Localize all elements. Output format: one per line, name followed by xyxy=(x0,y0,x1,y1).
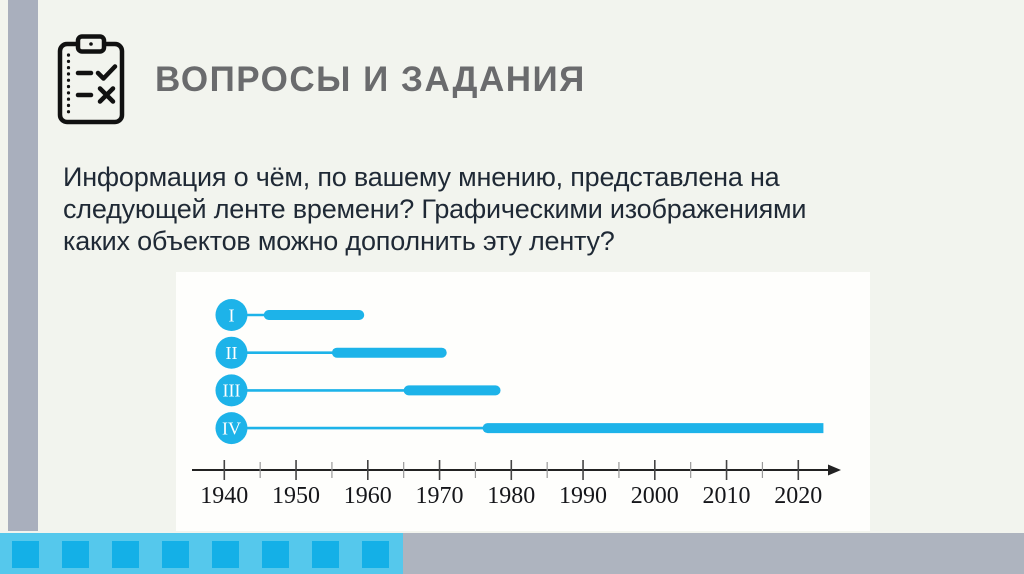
timeline-row-III: III xyxy=(215,374,501,407)
axis-tick-label: 1970 xyxy=(416,483,464,509)
question-line: Информация о чём, по вашему мнению, пред… xyxy=(63,162,780,192)
decor-square xyxy=(62,541,89,568)
decor-square xyxy=(262,541,289,568)
slide-title: ВОПРОСЫ И ЗАДАНИЯ xyxy=(155,60,586,99)
row-marker-label: II xyxy=(225,343,237,363)
row-marker-circle xyxy=(215,336,248,369)
timeline-row-I: I xyxy=(215,299,365,331)
row-marker-label: I xyxy=(228,305,234,325)
row-marker-circle xyxy=(215,412,248,445)
timeline-bar xyxy=(263,310,365,320)
row-marker-circle xyxy=(215,374,248,407)
row-marker-label: III xyxy=(222,381,240,401)
decor-square xyxy=(112,541,139,568)
timeline-row-II: II xyxy=(215,336,447,369)
axis-arrow xyxy=(828,464,841,476)
decor-square xyxy=(212,541,239,568)
decor-square xyxy=(162,541,189,568)
bottom-squares-strip xyxy=(0,533,403,574)
left-accent-strip xyxy=(8,0,38,531)
check-icon xyxy=(95,64,118,81)
axis-tick-label: 1990 xyxy=(559,483,607,509)
axis-tick-label: 1960 xyxy=(344,483,392,509)
axis-tick-label: 1940 xyxy=(200,483,248,509)
question-line: следующей ленте времени? Графическими из… xyxy=(63,194,807,224)
axis-tick-label: 2020 xyxy=(774,483,822,509)
timeline-panel: I II III IV 1940 1950 1960 1970 1980 1990 2000 2010… xyxy=(176,272,870,531)
question-text: Информация о чём, по вашему мнению, пред… xyxy=(63,161,806,257)
timeline-axis: 1940 1950 1960 1970 1980 1990 2000 2010 2020 xyxy=(192,460,841,509)
clipboard-clip-dot xyxy=(89,42,93,46)
timeline-bar xyxy=(403,385,501,396)
timeline-bar xyxy=(331,347,447,358)
cross-icon xyxy=(97,86,116,104)
timeline-row-IV: IV xyxy=(215,412,824,445)
question-line: каких объектов можно дополнить эту ленту… xyxy=(63,226,615,256)
timeline-bar xyxy=(482,423,824,434)
axis-tick-label: 1950 xyxy=(272,483,320,509)
axis-tick-label: 1980 xyxy=(487,483,535,509)
axis-tick-label: 2010 xyxy=(703,483,751,509)
decor-square xyxy=(312,541,339,568)
clipboard-tasks-icon xyxy=(55,33,127,127)
row-marker-circle xyxy=(215,299,248,331)
slide-header: ВОПРОСЫ И ЗАДАНИЯ xyxy=(55,33,586,127)
decor-square xyxy=(362,541,389,568)
axis-tick-label: 2000 xyxy=(631,483,679,509)
bottom-bar xyxy=(0,533,1024,574)
decor-square xyxy=(12,541,39,568)
row-marker-label: IV xyxy=(222,418,241,438)
